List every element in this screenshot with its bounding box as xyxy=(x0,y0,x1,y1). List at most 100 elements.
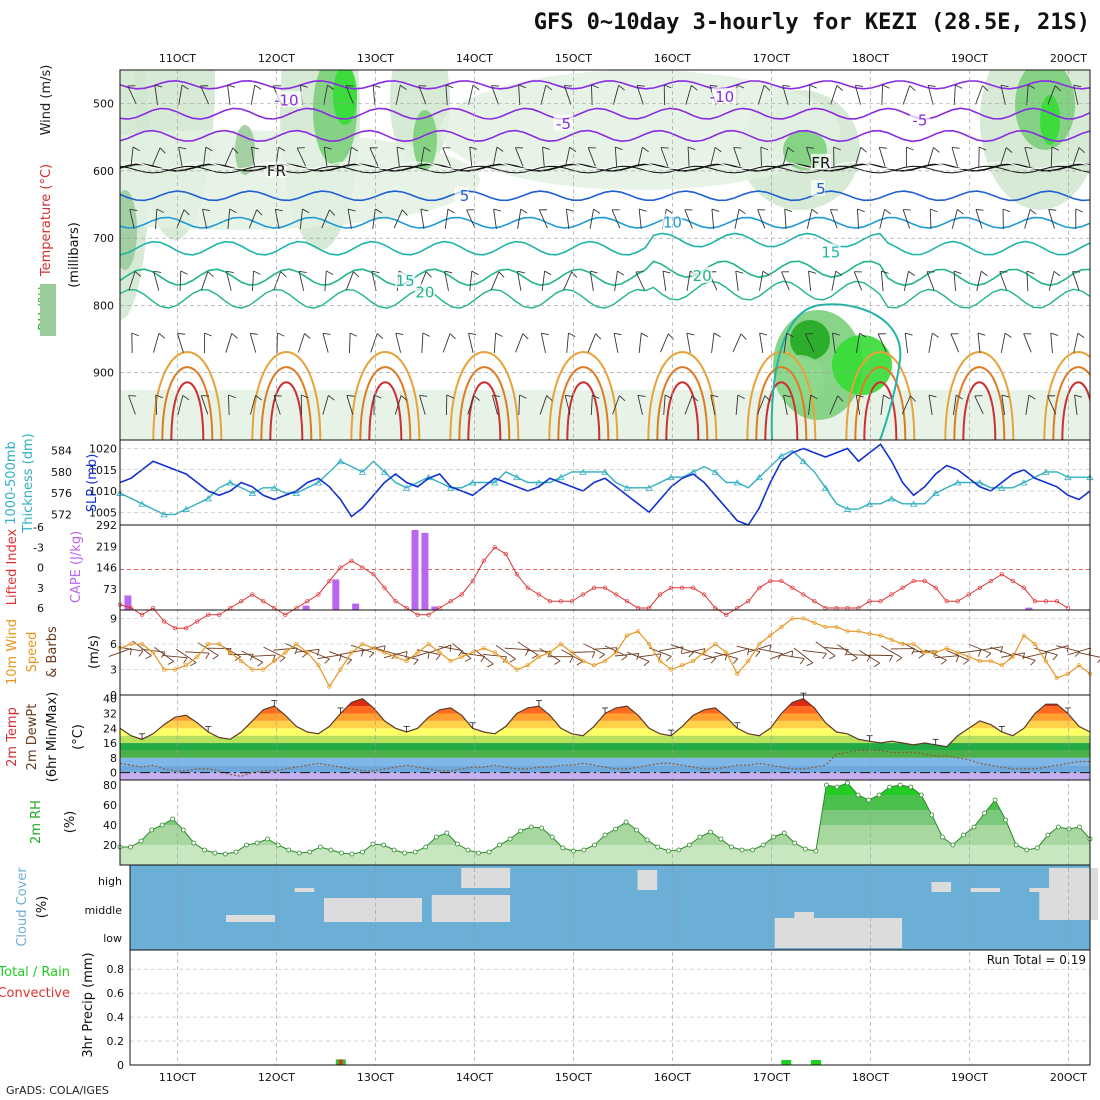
warm-isotherm xyxy=(251,350,322,440)
wind-barb xyxy=(734,208,746,229)
wind-barb xyxy=(492,146,504,167)
rh-point xyxy=(212,850,218,856)
wind-barb xyxy=(393,209,408,229)
rh-tick-label: 20 xyxy=(103,839,117,852)
wind-barb xyxy=(806,208,819,229)
wind-barb xyxy=(878,146,887,167)
thickness-point xyxy=(160,511,168,518)
wind-speed-point xyxy=(812,620,817,625)
rh-wet-region xyxy=(790,320,830,360)
rh-point xyxy=(444,830,450,836)
temp-line xyxy=(119,698,1091,748)
warm-isotherm xyxy=(962,381,997,440)
rh-point xyxy=(918,792,924,798)
slp-tick-label: 1005 xyxy=(89,506,117,519)
slp-axis-label: SLP (mb) xyxy=(85,454,100,513)
rh-point xyxy=(982,810,987,816)
wind-barb xyxy=(468,84,480,105)
rh-point xyxy=(465,847,471,853)
lifted-index-point xyxy=(591,585,597,590)
wind-barb xyxy=(1072,271,1081,291)
thickness-point xyxy=(491,479,499,486)
rh-point xyxy=(180,827,186,833)
wind-barb xyxy=(321,209,336,229)
wind-barb xyxy=(252,270,261,292)
cloud-block xyxy=(323,898,422,922)
thickness-point xyxy=(513,473,521,481)
wind-barb xyxy=(808,270,816,291)
wind-barb xyxy=(635,271,645,291)
cape-tick-label: 219 xyxy=(96,540,117,553)
y-tick-label: 900 xyxy=(93,367,114,380)
rh-point xyxy=(539,825,545,831)
lifted-index-point xyxy=(944,599,949,604)
wind-barb xyxy=(904,332,913,353)
thickness-point xyxy=(138,500,146,507)
wind-barb xyxy=(349,332,358,354)
thickness-point xyxy=(270,484,279,491)
rh-point xyxy=(149,827,155,833)
wind-speed-point xyxy=(955,650,960,655)
wind-barb-10m xyxy=(251,654,276,662)
wind-barb xyxy=(297,333,311,353)
wind-barb xyxy=(732,333,747,353)
rh-point xyxy=(834,784,840,790)
wind-barb xyxy=(784,208,793,230)
wind10m-axis-label: 10m Wind xyxy=(5,619,20,685)
lifted-index-point xyxy=(680,585,685,590)
rh-tick-label: 60 xyxy=(103,799,117,812)
wind-barb xyxy=(663,394,673,416)
temp-band xyxy=(120,728,1090,736)
lifted-index-point xyxy=(889,592,894,597)
rh-point xyxy=(391,847,397,853)
rh-point xyxy=(370,841,376,847)
wind-speed-point xyxy=(393,654,398,659)
warm-isotherm xyxy=(449,350,520,440)
wind-speed-point xyxy=(746,658,751,664)
wind-barb xyxy=(905,146,914,167)
cape-bar xyxy=(124,595,132,610)
precip-convective-bar xyxy=(338,1059,343,1065)
wind-barb xyxy=(975,209,984,229)
warm-isotherm xyxy=(458,366,511,440)
x-tick-label-bottom: 19OCT xyxy=(951,1071,988,1084)
wind-barb xyxy=(418,85,427,105)
warm-isotherm xyxy=(548,350,619,440)
wind-barb-10m xyxy=(185,651,210,660)
thickness-point xyxy=(1064,473,1072,481)
cape-bar xyxy=(332,579,340,610)
wind-barb xyxy=(540,84,553,105)
wind-barb-10m xyxy=(946,649,969,665)
warm-isotherm xyxy=(1052,366,1090,440)
rh-point xyxy=(1034,845,1040,851)
isotherm xyxy=(120,216,1090,229)
wind-barb xyxy=(299,208,310,229)
wind-barb xyxy=(466,209,476,229)
wind-barb xyxy=(880,394,891,415)
axis-labels: 11OCT 12OCT 13OCT 14OCT 15OCT 16OCT 17OCT 18OCT… xyxy=(0,52,1087,1084)
wind-speed-point xyxy=(735,671,740,676)
rh2m-unit-label: (%) xyxy=(63,811,78,834)
wind-barb xyxy=(493,332,503,354)
rh-point xyxy=(887,784,893,790)
rh-point xyxy=(1013,842,1019,848)
thickness-point xyxy=(336,457,345,465)
thickness-tick-label: 580 xyxy=(51,466,72,479)
wind-speed-point xyxy=(195,654,200,659)
wind-barb xyxy=(1001,394,1010,415)
cape-bar xyxy=(411,529,419,610)
contour-label: 15 xyxy=(396,272,415,290)
wind-barb xyxy=(176,209,190,229)
wind-barb xyxy=(442,147,451,167)
wind-barb xyxy=(200,85,210,105)
wind-barb xyxy=(204,332,212,353)
rh-wet-region xyxy=(775,355,825,405)
wind-barb xyxy=(540,332,549,353)
li-background xyxy=(120,525,1090,610)
rh-point xyxy=(497,842,502,848)
rh-point xyxy=(412,849,418,855)
temp-band xyxy=(120,743,1090,751)
warm-isotherm xyxy=(557,366,610,440)
wind-speed-point xyxy=(856,629,861,634)
